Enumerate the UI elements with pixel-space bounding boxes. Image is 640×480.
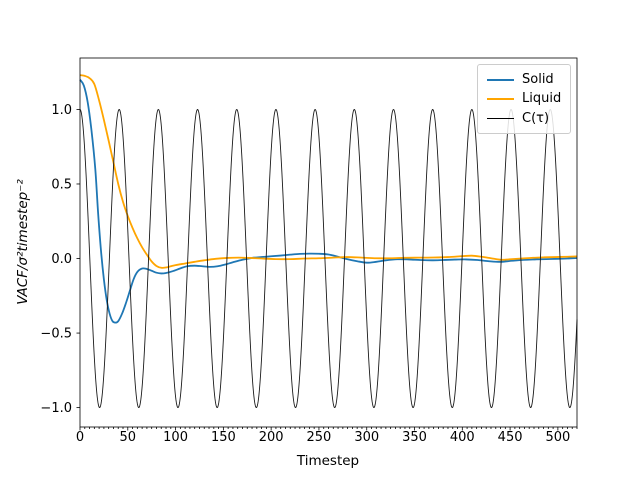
series-line-c: [79, 108, 578, 409]
legend-line-sample-ctau: [487, 117, 514, 119]
legend: Solid Liquid C(τ): [477, 64, 571, 134]
x-tick-label: 350: [402, 430, 427, 445]
axis-ticks: [76, 109, 578, 431]
legend-line-sample-solid: [487, 78, 514, 81]
legend-item-liquid: Liquid: [487, 89, 562, 108]
series-line-liquid: [79, 74, 578, 269]
y-tick-label: 0.5: [51, 177, 72, 192]
y-tick-label: −0.5: [40, 327, 72, 342]
axis-tick-labels: 0 50 100 150 200 250 300 350 400 450 500 −1.0 −0.5 0.…: [40, 103, 570, 445]
x-tick-label: 100: [163, 430, 188, 445]
x-tick-label: 50: [120, 430, 137, 445]
series-line-solid: [79, 79, 578, 324]
x-tick-label: 300: [354, 430, 379, 445]
y-tick-label: −1.0: [40, 401, 72, 416]
legend-item-ctau: C(τ): [487, 109, 562, 128]
x-tick-label: 400: [450, 430, 475, 445]
x-tick-label: 200: [259, 430, 284, 445]
legend-line-sample-liquid: [487, 97, 514, 100]
x-tick-label: 150: [211, 430, 236, 445]
y-tick-label: 0.0: [51, 252, 72, 267]
x-tick-label: 250: [307, 430, 332, 445]
x-tick-label: 450: [498, 430, 523, 445]
legend-item-label: C(τ): [522, 110, 550, 126]
y-tick-label: 1.0: [51, 103, 72, 118]
x-tick-label: 500: [545, 430, 570, 445]
legend-item-label: Liquid: [522, 91, 562, 107]
legend-item-solid: Solid: [487, 70, 562, 89]
x-axis-label: Timestep: [296, 453, 360, 469]
legend-item-label: Solid: [522, 72, 554, 88]
y-axis-label: VACF/σ²timestep⁻²: [15, 179, 31, 305]
x-tick-label: 0: [76, 430, 84, 445]
